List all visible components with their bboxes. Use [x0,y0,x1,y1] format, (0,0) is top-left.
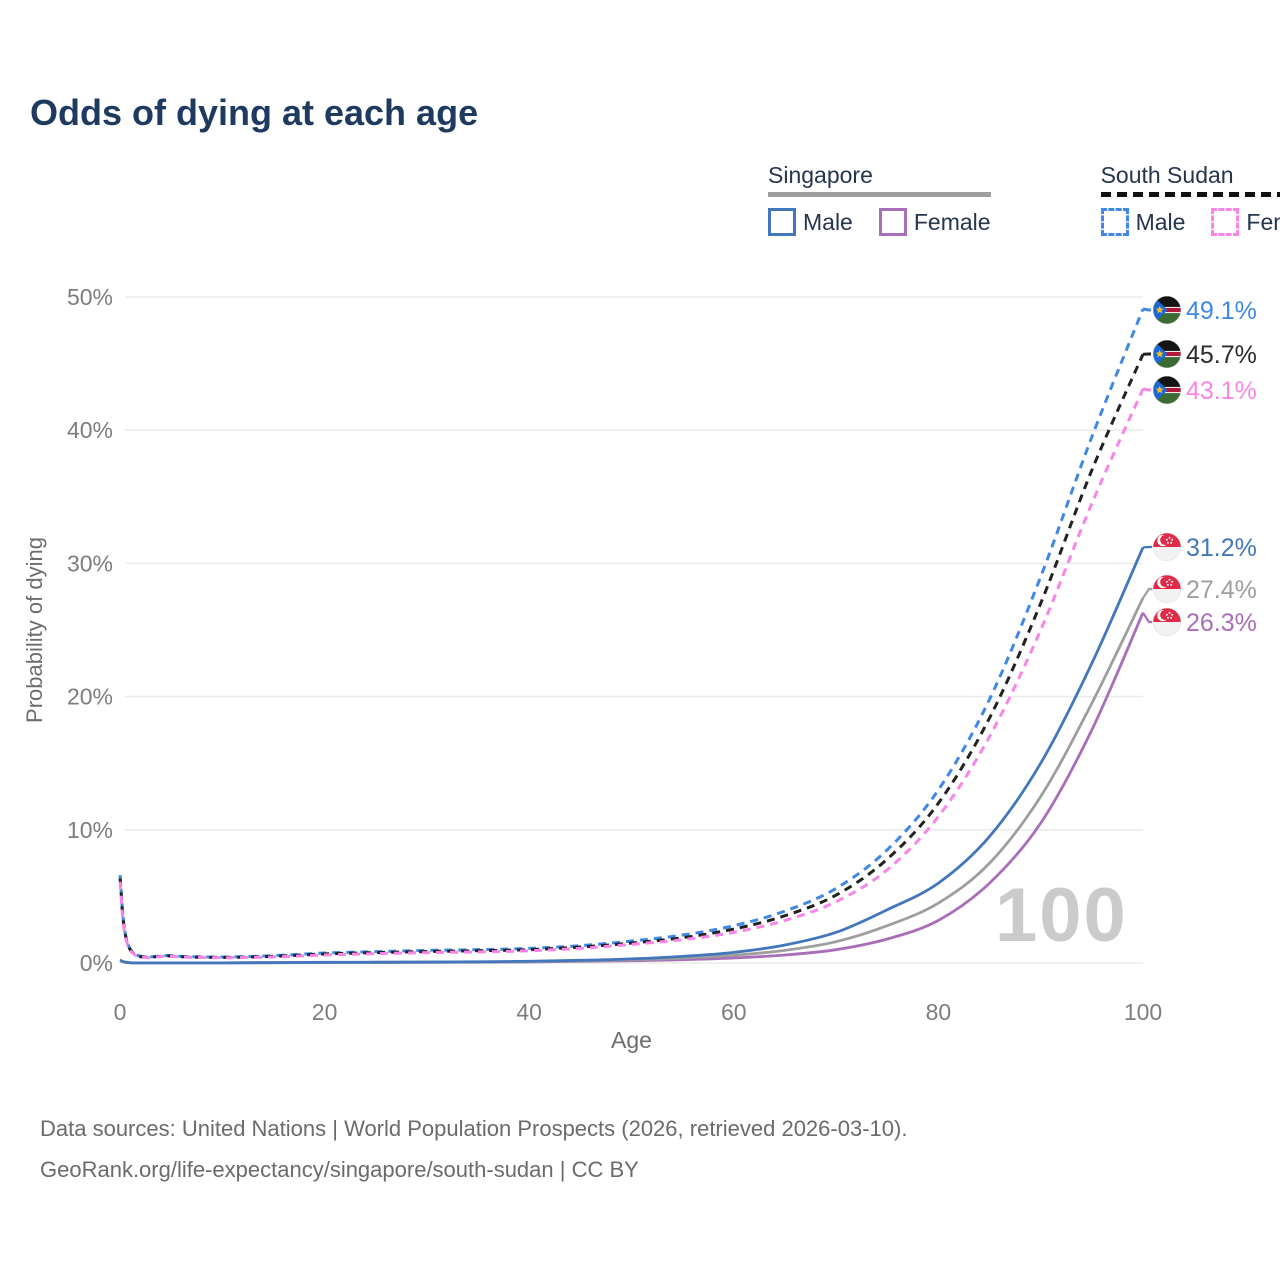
data-source-line: Data sources: United Nations | World Pop… [40,1116,908,1141]
line-chart[interactable]: 0% 10% 20% 30% 40% 50% 0 20 40 60 80 100 Age Probabil… [0,0,1280,1080]
y-tick-label: 40% [67,417,113,443]
end-value-label-singapore-both-sexes[interactable]: 27.4% [1186,576,1257,604]
legend-item-label: Female [913,208,991,235]
legend: Singapore Male Female South Sudan Male [768,162,1280,236]
y-tick-label: 30% [67,550,113,576]
south-sudan-male-swatch-icon [1100,208,1129,236]
legend-item-label: Female [1246,208,1280,235]
footer: Data sources: United Nations | World Pop… [40,1108,907,1190]
series-line-singapore-male[interactable] [119,546,1145,965]
legend-item-south-sudan-female[interactable]: Female [1211,208,1280,236]
label-connector [1142,587,1152,599]
legend-group-singapore: Singapore Male Female [768,162,991,236]
series-line-south-sudan-both-sexes[interactable] [118,353,1145,959]
y-tick-label: 0% [80,950,113,976]
x-tick-label: 20 [312,999,338,1025]
legend-item-label: Male [1135,208,1186,235]
singapore-flag-icon [1153,533,1181,561]
legend-item-singapore-female[interactable]: Female [878,208,991,236]
series-line-singapore-female[interactable] [119,612,1145,965]
x-axis-title: Age [611,1027,652,1053]
south-sudan-line-style-sample [1100,192,1280,197]
label-connector [1142,387,1152,392]
chart-title: Odds of dying at each age [30,92,479,133]
x-tick-label: 0 [114,999,127,1025]
south-sudan-flag-icon [1153,296,1181,324]
end-value-label-south-sudan-female[interactable]: 43.1% [1186,377,1257,405]
series-line-south-sudan-male[interactable] [118,308,1145,959]
y-axis-title: Probability of dying [22,537,47,723]
legend-group-south-sudan: South Sudan Male Female [1100,162,1280,236]
y-tick-label: 10% [67,817,113,843]
south-sudan-flag-icon [1153,376,1181,404]
legend-group-title[interactable]: Singapore [768,162,873,188]
label-connector [1142,307,1152,312]
south-sudan-female-swatch-icon [1211,208,1240,236]
x-tick-label: 40 [516,999,542,1025]
singapore-line-style-sample [768,192,991,197]
y-tick-label: 50% [67,284,113,310]
singapore-flag-icon [1153,608,1181,636]
x-tick-label: 80 [926,999,952,1025]
singapore-flag-icon [1153,575,1181,603]
label-connector [1142,612,1152,624]
series-line-singapore-both-sexes[interactable] [119,597,1145,965]
legend-item-south-sudan-male[interactable]: Male [1100,208,1186,236]
legend-item-label: Male [803,208,853,235]
legend-group-title[interactable]: South Sudan [1100,162,1234,188]
singapore-male-swatch-icon [768,208,796,236]
legend-item-singapore-male[interactable]: Male [768,208,853,236]
singapore-female-swatch-icon [878,208,907,236]
x-tick-label: 100 [1124,999,1162,1025]
end-value-label-singapore-male[interactable]: 31.2% [1186,534,1257,562]
series-line-south-sudan-female[interactable] [118,388,1145,960]
end-value-label-south-sudan-male[interactable]: 49.1% [1186,297,1257,325]
attribution-line: GeoRank.org/life-expectancy/singapore/so… [40,1157,639,1182]
end-value-label-south-sudan-both-sexes[interactable]: 45.7% [1186,341,1257,369]
south-sudan-flag-icon [1153,340,1181,368]
age-watermark: 100 [995,873,1128,958]
end-value-label-singapore-female[interactable]: 26.3% [1186,609,1257,637]
x-tick-label: 60 [721,999,747,1025]
y-tick-label: 20% [67,684,113,710]
